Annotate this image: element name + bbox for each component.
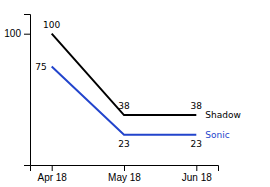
x-tick-label: Apr 18: [37, 172, 67, 183]
x-tick-mark: [124, 165, 125, 171]
x-tick-label: May 18: [108, 172, 141, 183]
x-axis: Apr 18 May 18 Jun 18: [31, 165, 219, 183]
chart: Apr 18May 18Jun 181001003838752323Shadow…: [0, 0, 270, 187]
x-tick: Apr 18: [37, 165, 67, 183]
y-axis: 100: [4, 15, 30, 166]
data-labels: 100 38 38 75 23 23: [35, 20, 202, 149]
data-label: 75: [35, 62, 46, 72]
x-tick: Jun 18: [182, 165, 212, 183]
y-tick-mark: [24, 34, 30, 35]
data-label: 100: [43, 20, 60, 30]
x-tick-mark: [52, 165, 53, 171]
data-label: 38: [191, 101, 203, 111]
data-label: 23: [118, 139, 129, 149]
x-tick-mark: [196, 165, 197, 171]
lines: [52, 34, 197, 135]
x-axis-line: [31, 166, 219, 172]
x-tick: May 18: [108, 165, 141, 183]
y-tick: 100: [4, 28, 30, 39]
data-label: 23: [191, 139, 202, 149]
y-tick-label: 100: [4, 28, 21, 39]
legend-label: Sonic: [205, 130, 229, 140]
x-tick-label: Jun 18: [182, 172, 212, 183]
data-label: 38: [118, 101, 130, 111]
legend: Shadow Sonic: [205, 110, 241, 140]
series-line: [52, 34, 197, 115]
y-axis-line: [24, 15, 31, 166]
series-line: [52, 67, 197, 135]
plot: Apr 18May 18Jun 181001003838752323Shadow…: [4, 15, 241, 184]
legend-label: Shadow: [205, 110, 241, 120]
